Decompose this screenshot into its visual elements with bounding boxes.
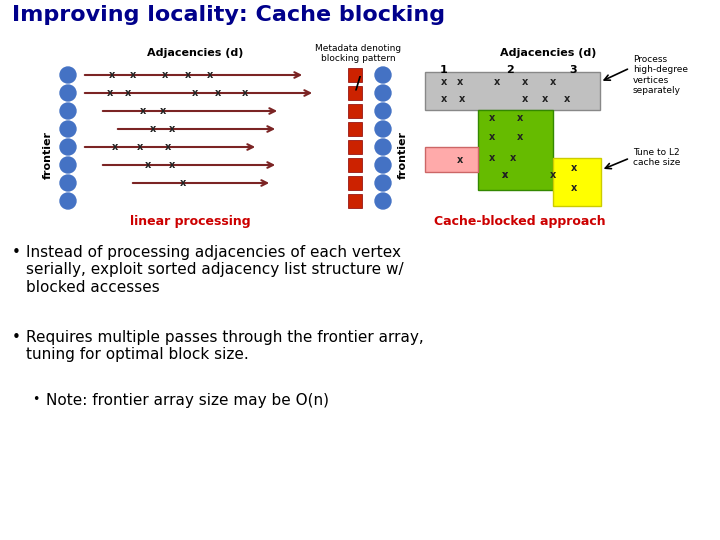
- Text: x: x: [140, 106, 146, 116]
- Text: x: x: [489, 132, 495, 142]
- Bar: [348, 122, 362, 136]
- Text: x: x: [571, 183, 577, 193]
- Text: x: x: [215, 88, 221, 98]
- Circle shape: [60, 121, 76, 137]
- Bar: [478, 110, 553, 190]
- Bar: [348, 104, 362, 118]
- Text: x: x: [489, 113, 495, 123]
- Text: x: x: [502, 170, 508, 180]
- Text: x: x: [125, 88, 131, 98]
- Text: x: x: [137, 142, 143, 152]
- Text: x: x: [180, 178, 186, 188]
- Text: x: x: [441, 77, 447, 87]
- Text: •: •: [12, 330, 21, 345]
- Text: x: x: [165, 142, 171, 152]
- Text: /: /: [355, 74, 361, 92]
- Circle shape: [375, 193, 391, 209]
- Circle shape: [60, 139, 76, 155]
- Text: •: •: [32, 393, 40, 406]
- Text: Adjacencies (d): Adjacencies (d): [500, 48, 596, 58]
- Bar: [348, 194, 362, 208]
- Text: Tune to L2
cache size: Tune to L2 cache size: [633, 148, 680, 167]
- Text: x: x: [112, 142, 118, 152]
- Text: Improving locality: Cache blocking: Improving locality: Cache blocking: [12, 5, 445, 25]
- Bar: [348, 158, 362, 172]
- Text: x: x: [160, 106, 166, 116]
- Bar: [348, 86, 362, 100]
- Text: x: x: [107, 88, 113, 98]
- Text: x: x: [130, 70, 136, 80]
- Circle shape: [60, 157, 76, 173]
- Text: Process
high-degree
vertices
separately: Process high-degree vertices separately: [633, 55, 688, 95]
- Bar: [553, 158, 601, 206]
- Circle shape: [375, 67, 391, 83]
- Bar: [348, 140, 362, 154]
- Bar: [425, 147, 478, 172]
- Text: Requires multiple passes through the frontier array,
tuning for optimal block si: Requires multiple passes through the fro…: [26, 330, 424, 362]
- Circle shape: [60, 67, 76, 83]
- Text: 2: 2: [506, 65, 514, 75]
- Text: x: x: [109, 70, 115, 80]
- Text: x: x: [169, 124, 175, 134]
- Text: Metadata denoting
blocking pattern: Metadata denoting blocking pattern: [315, 44, 401, 63]
- Circle shape: [375, 139, 391, 155]
- Text: Adjacencies (d): Adjacencies (d): [147, 48, 243, 58]
- Text: x: x: [457, 155, 463, 165]
- Text: x: x: [459, 94, 465, 104]
- Circle shape: [60, 175, 76, 191]
- Text: x: x: [542, 94, 548, 104]
- Text: x: x: [571, 163, 577, 173]
- Text: x: x: [457, 77, 463, 87]
- Text: x: x: [242, 88, 248, 98]
- Text: x: x: [162, 70, 168, 80]
- Text: x: x: [192, 88, 198, 98]
- Text: x: x: [517, 132, 523, 142]
- Text: 1: 1: [440, 65, 448, 75]
- Circle shape: [375, 157, 391, 173]
- Text: x: x: [185, 70, 191, 80]
- Circle shape: [60, 85, 76, 101]
- Circle shape: [60, 103, 76, 119]
- Text: frontier: frontier: [398, 131, 408, 179]
- Text: •: •: [12, 245, 21, 260]
- Circle shape: [60, 193, 76, 209]
- Circle shape: [375, 85, 391, 101]
- Bar: [425, 72, 600, 110]
- Text: x: x: [169, 160, 175, 170]
- Text: x: x: [510, 153, 516, 163]
- Text: x: x: [441, 94, 447, 104]
- Circle shape: [375, 103, 391, 119]
- Text: x: x: [550, 77, 556, 87]
- Text: x: x: [522, 77, 528, 87]
- Text: x: x: [522, 94, 528, 104]
- Circle shape: [375, 121, 391, 137]
- Text: x: x: [489, 153, 495, 163]
- Text: x: x: [550, 170, 556, 180]
- Text: Instead of processing adjacencies of each vertex
serially, exploit sorted adjace: Instead of processing adjacencies of eac…: [26, 245, 404, 295]
- Circle shape: [375, 175, 391, 191]
- Text: Note: frontier array size may be O(n): Note: frontier array size may be O(n): [46, 393, 329, 408]
- Text: Cache-blocked approach: Cache-blocked approach: [434, 215, 606, 228]
- Text: 3: 3: [570, 65, 577, 75]
- Text: linear processing: linear processing: [130, 215, 251, 228]
- Text: x: x: [564, 94, 570, 104]
- Text: x: x: [207, 70, 213, 80]
- Text: x: x: [502, 170, 508, 180]
- Text: frontier: frontier: [43, 131, 53, 179]
- Text: x: x: [517, 113, 523, 123]
- Text: x: x: [145, 160, 151, 170]
- Bar: [348, 176, 362, 190]
- Text: x: x: [494, 77, 500, 87]
- Text: x: x: [150, 124, 156, 134]
- Bar: [348, 68, 362, 82]
